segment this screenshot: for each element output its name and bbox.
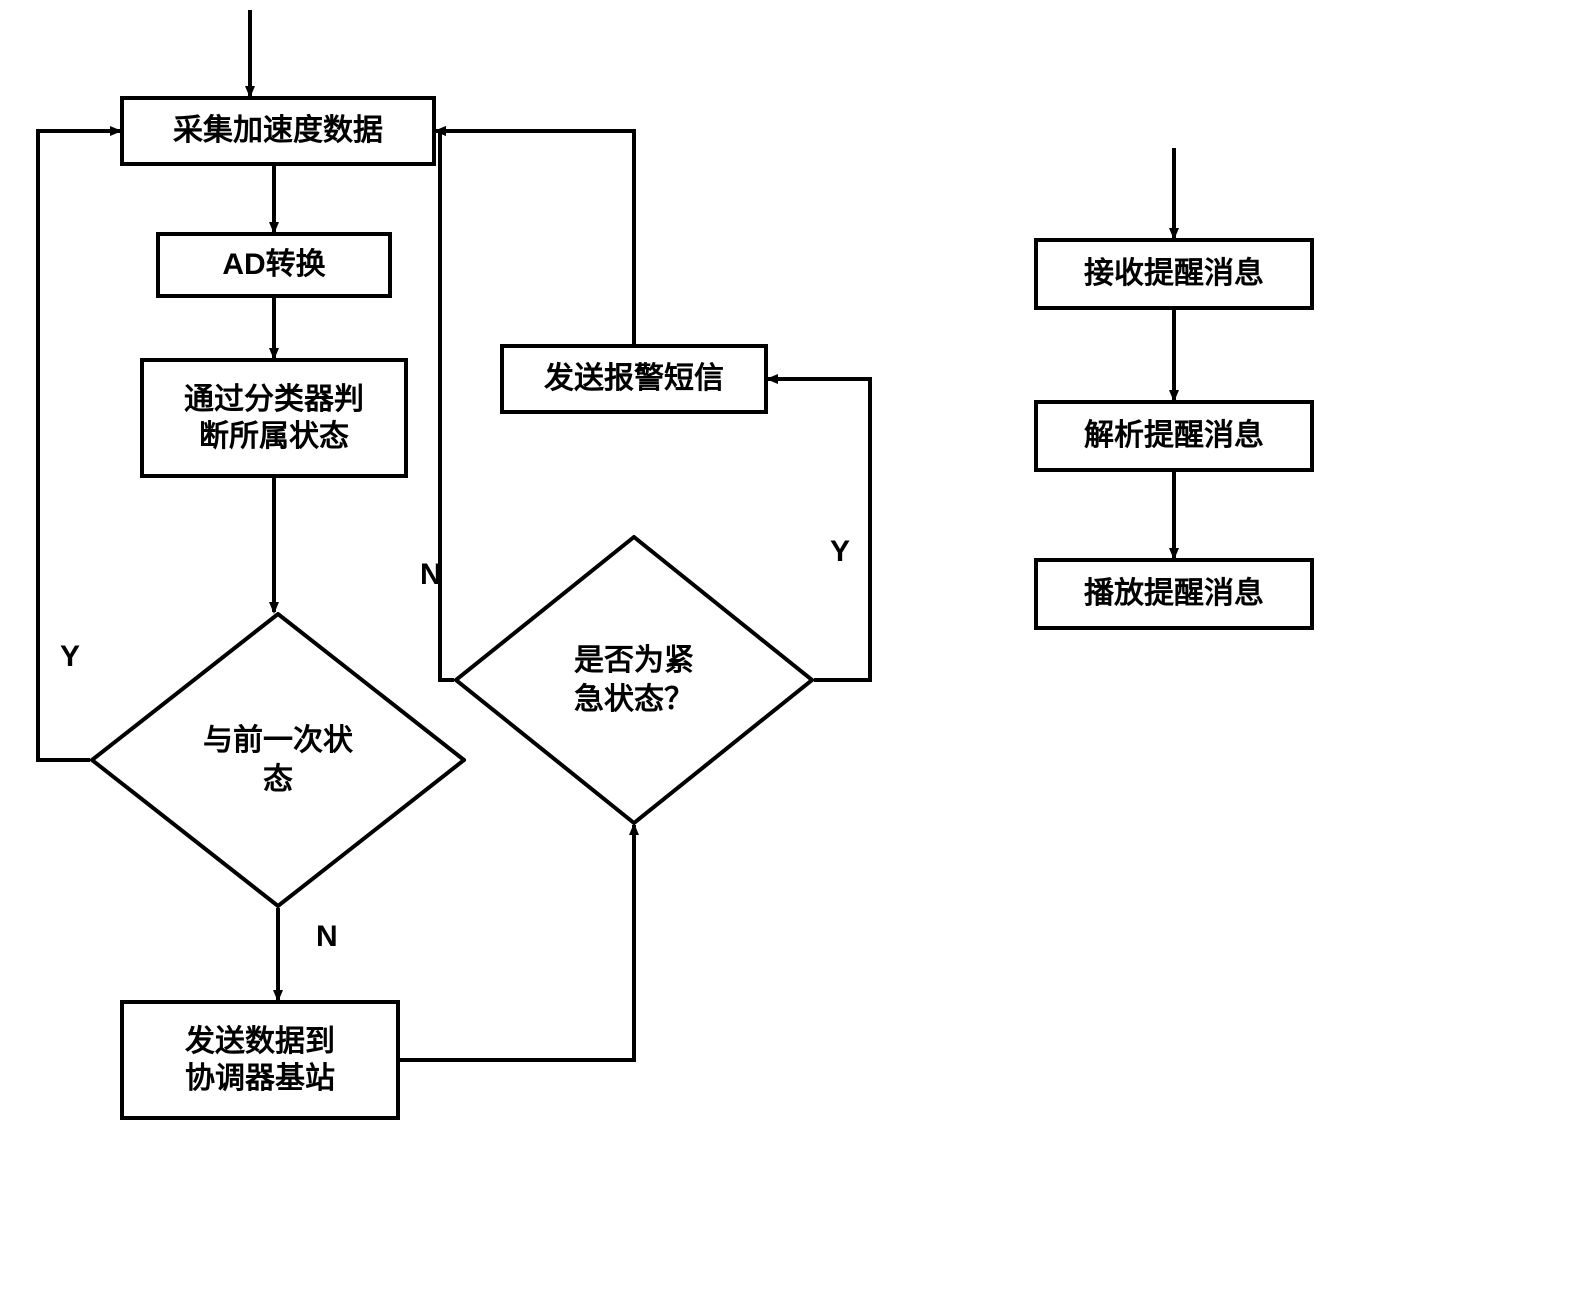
node-n_send: 发送数据到 协调器基站: [120, 1000, 400, 1120]
edge: [436, 131, 454, 680]
node-label: 解析提醒消息: [1084, 417, 1264, 455]
node-label: 发送报警短信: [544, 360, 724, 398]
node-n_sms: 发送报警短信: [500, 344, 768, 414]
node-label: 采集加速度数据: [173, 112, 383, 150]
edge-label-l_prev_n: N: [316, 920, 338, 954]
edge-label-l_emerg_n: N: [420, 558, 442, 592]
flowchart-canvas: 采集加速度数据 AD转换通过分类器判 断所属状态发送数据到 协调器基站 发送报警短信…: [0, 0, 1595, 1297]
node-label: 发送数据到 协调器基站: [185, 1023, 335, 1098]
node-n_rx: 接收提醒消息: [1034, 238, 1314, 310]
node-label: AD转换: [222, 246, 325, 284]
node-n_collect: 采集加速度数据: [120, 96, 436, 166]
node-n_play: 播放提醒消息: [1034, 558, 1314, 630]
decision-d_prev: 与前一次状 态: [90, 612, 466, 908]
node-n_classify: 通过分类器判 断所属状态: [140, 358, 408, 478]
node-label: 通过分类器判 断所属状态: [184, 381, 364, 456]
node-label: 接收提醒消息: [1084, 255, 1264, 293]
node-label: 播放提醒消息: [1084, 575, 1264, 613]
node-n_ad: AD转换: [156, 232, 392, 298]
edge-label-l_prev_y: Y: [60, 640, 80, 674]
edge-label-l_emerg_y: Y: [830, 535, 850, 569]
decision-d_emerg: 是否为紧 急状态？: [454, 535, 814, 825]
decision-label: 是否为紧 急状态？: [454, 535, 814, 825]
edge: [436, 131, 634, 344]
node-n_parse: 解析提醒消息: [1034, 400, 1314, 472]
decision-label: 与前一次状 态: [90, 612, 466, 908]
